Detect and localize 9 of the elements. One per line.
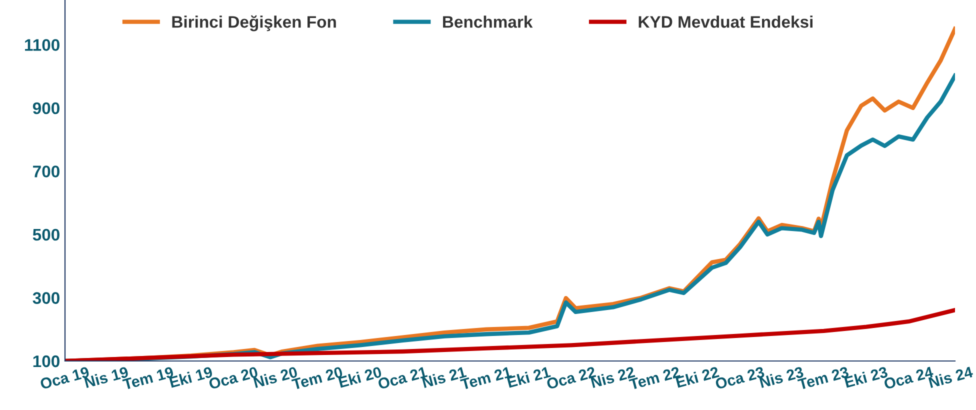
y-tick-label: 900 xyxy=(32,102,60,114)
legend-label: Birinci Değişken Fon xyxy=(172,15,336,32)
y-tick-label: 500 xyxy=(32,228,60,241)
y-tick-label: 300 xyxy=(32,292,60,304)
y-tick-label: 700 xyxy=(33,166,60,178)
legend-label: Benchmark xyxy=(443,16,533,28)
legend-label: KYD Mevduat Endeksi xyxy=(638,16,812,28)
y-tick-label: 100 xyxy=(33,355,60,368)
y-tick-label: 1100 xyxy=(25,39,60,51)
